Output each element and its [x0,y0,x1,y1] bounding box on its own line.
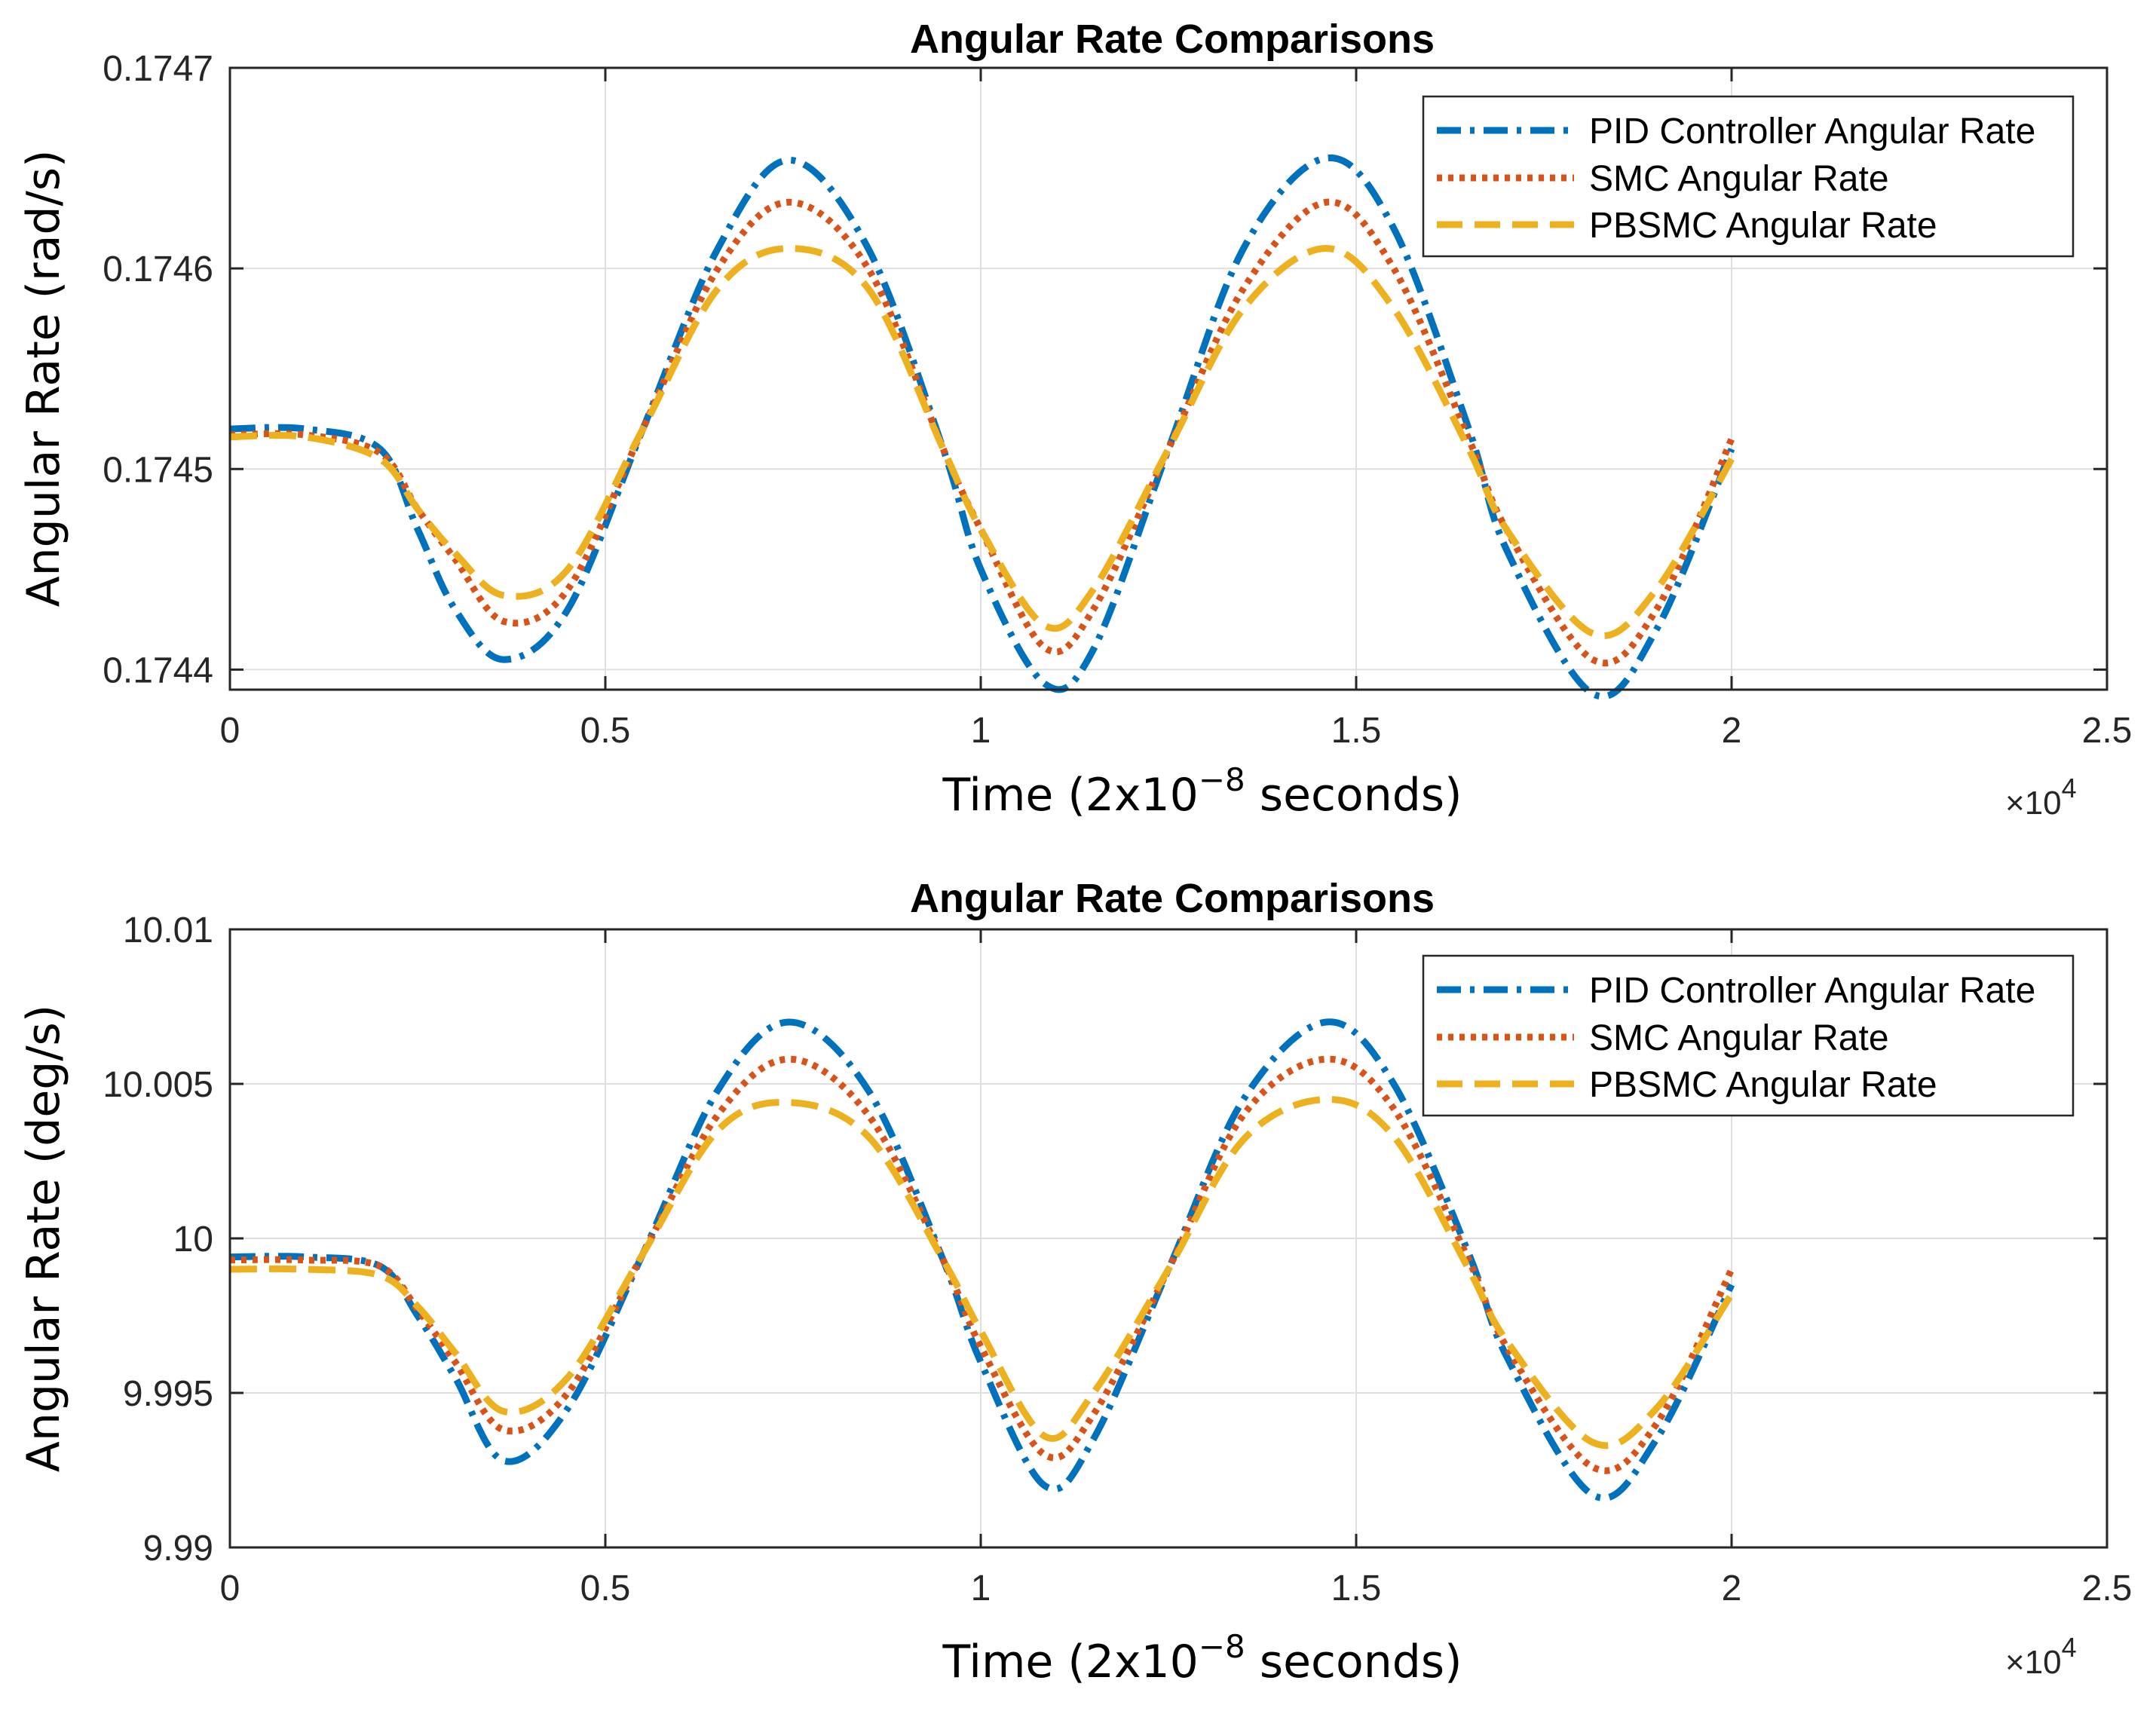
x-axis-label-suffix: seconds) [1245,769,1462,822]
series-line [229,1095,1735,1449]
x-axis-label-sup: −8 [1199,761,1245,798]
legend-entry: SMC Angular Rate [1437,1018,1889,1058]
y-tick-labels: 9.99 9.995 10 10.005 10.01 [103,911,213,1569]
y-tick-label: 9.99 [143,1529,213,1569]
y-tick-label: 0.1744 [103,650,213,690]
x-tick-label: 1.5 [1331,711,1382,751]
x-tick-label: 0 [220,711,240,751]
series-group [229,154,1735,700]
x-axis-label-text: Time (2x10 [942,769,1198,822]
y-tick-labels: 0.1744 0.1745 0.1746 0.1747 [103,49,213,690]
x-tick-label: 0.5 [580,1569,631,1608]
x-exponent: ×104 [2005,773,2077,822]
legend: PID Controller Angular Rate SMC Angular … [1422,95,2075,258]
legend-entry: PBSMC Angular Rate [1437,206,1937,246]
x-axis-label: Time (2x10−8 seconds) [942,761,1462,822]
series-line [229,154,1735,700]
chart-top: Angular Rate Comparisons 0 0.5 1 1.5 2 2.5 0.… [17,17,2132,822]
legend-label: PBSMC Angular Rate [1589,1065,1937,1105]
chart-bottom: Angular Rate Comparisons 0 0.5 1 1.5 2 2.5 9.… [17,876,2132,1688]
legend-label: SMC Angular Rate [1589,1018,1889,1058]
x-exponent-base: ×10 [2005,785,2062,822]
series-line [229,245,1735,639]
x-axis-label-sup: −8 [1199,1628,1245,1665]
x-tick-labels: 0 0.5 1 1.5 2 2.5 [220,1569,2133,1608]
x-tick-label: 2 [1722,711,1742,751]
legend: PID Controller Angular Rate SMC Angular … [1422,954,2075,1117]
series-line [229,1018,1735,1501]
y-tick-label: 10 [173,1220,213,1259]
x-exponent-base: ×10 [2005,1644,2062,1681]
x-tick-label: 2.5 [2082,711,2133,751]
x-tick-label: 1.5 [1331,1569,1382,1608]
chart-title: Angular Rate Comparisons [910,17,1435,62]
legend-label: PID Controller Angular Rate [1589,112,2035,152]
x-axis-label-suffix: seconds) [1245,1636,1462,1688]
x-tick-label: 2.5 [2082,1569,2133,1608]
x-axis-label: Time (2x10−8 seconds) [942,1628,1462,1688]
legend-entry: PID Controller Angular Rate [1437,112,2035,152]
y-tick-label: 0.1746 [103,249,213,289]
legend-entry: PBSMC Angular Rate [1437,1065,1937,1105]
y-tick-label: 0.1747 [103,49,213,89]
x-tick-label: 1 [971,711,991,751]
y-axis-label: Angular Rate (deg/s) [17,1005,70,1472]
legend-label: PID Controller Angular Rate [1589,971,2035,1011]
legend-entry: PID Controller Angular Rate [1437,971,2035,1011]
chart-title: Angular Rate Comparisons [910,876,1435,921]
x-tick-label: 0.5 [580,711,631,751]
axes-box [228,66,2109,691]
x-tick-labels: 0 0.5 1 1.5 2 2.5 [220,711,2133,751]
y-axis-label: Angular Rate (rad/s) [17,150,70,608]
legend-entry: SMC Angular Rate [1437,159,1889,199]
x-exponent-power: 4 [2062,1632,2077,1663]
x-tick-label: 2 [1722,1569,1742,1608]
x-tick-label: 1 [971,1569,991,1608]
y-tick-label: 9.995 [123,1374,213,1414]
series-line [229,1055,1735,1474]
axes-box [228,928,2109,1549]
series-group [229,1018,1735,1501]
y-tick-label: 0.1745 [103,450,213,490]
legend-label: PBSMC Angular Rate [1589,206,1937,246]
x-exponent: ×104 [2005,1632,2077,1681]
y-tick-label: 10.01 [123,911,213,950]
y-tick-label: 10.005 [103,1065,213,1105]
legend-label: SMC Angular Rate [1589,159,1889,199]
x-exponent-power: 4 [2062,773,2077,803]
x-axis-label-text: Time (2x10 [942,1636,1198,1688]
x-tick-label: 0 [220,1569,240,1608]
